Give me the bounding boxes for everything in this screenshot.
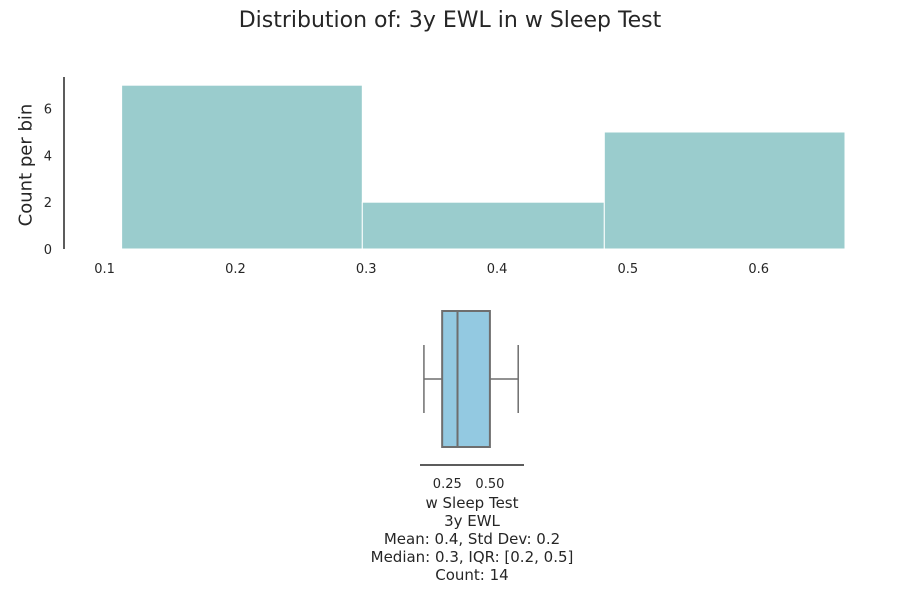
histogram-x-tick-label: 0.3 [356,262,377,277]
stats-variable-name: 3y EWL [444,512,500,530]
histogram-y-tick-label: 2 [44,196,52,211]
histogram-bar-2 [603,131,846,250]
histogram-x-tick-label: 0.6 [748,262,769,277]
histogram-x-tick-label: 0.4 [487,262,508,277]
stats-count: Count: 14 [435,566,509,584]
histogram-x-tick-label: 0.2 [225,262,246,277]
histogram-bar-0 [121,84,363,250]
chart-title: Distribution of: 3y EWL in w Sleep Test [238,8,662,33]
stats-mean-std: Mean: 0.4, Std Dev: 0.2 [383,530,561,548]
histogram: 0 2 4 6 0.1 0.2 0.3 0.4 0.5 0.6 [44,77,846,277]
histogram-x-tick-label: 0.5 [618,262,639,277]
histogram-y-tick-label: 0 [44,243,52,258]
histogram-bar-1 [361,201,605,250]
stats-median-iqr: Median: 0.3, IQR: [0.2, 0.5] [370,548,574,566]
boxplot-box [441,310,491,448]
stats-group-name: w Sleep Test [425,494,519,512]
boxplot-x-tick-label: 0.50 [475,477,504,492]
histogram-x-tick-label: 0.1 [94,262,115,277]
boxplot-x-tick-label: 0.25 [433,477,462,492]
summary-statistics: w Sleep Test 3y EWL Mean: 0.4, Std Dev: … [0,494,900,584]
histogram-y-tick-label: 6 [44,103,52,118]
boxplot: 0.25 0.50 [420,310,524,492]
histogram-y-tick-label: 4 [44,149,52,164]
